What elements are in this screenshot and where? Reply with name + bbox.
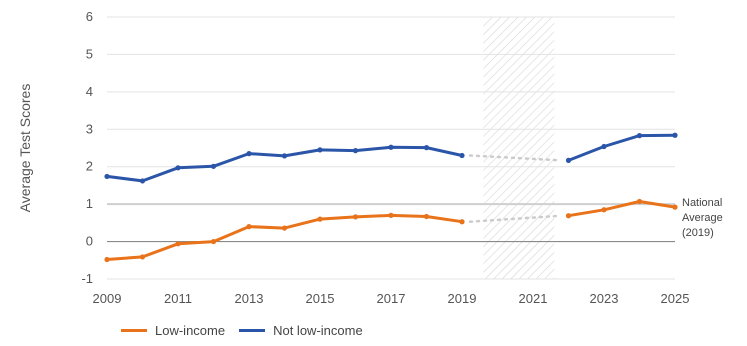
series-1-point-14 [672, 132, 678, 138]
legend: Low-income Not low-income [121, 323, 377, 338]
y-axis-label: Average Test Scores [17, 84, 33, 213]
series-0-line-before-gap [106, 213, 463, 261]
series-0-point-3 [210, 238, 217, 245]
series-1-point-13 [636, 133, 643, 139]
reference-label-line-0: National [682, 197, 722, 209]
series-1-point-10 [459, 152, 465, 159]
shaded-gap-region [483, 17, 555, 279]
legend-swatch-low-income [121, 329, 147, 332]
series-1-point-0 [104, 173, 110, 180]
y-tick-label-3: 2 [86, 159, 93, 174]
series-0-point-1 [139, 254, 146, 260]
series-0-point-9 [423, 213, 430, 220]
x-tick-label-1: 2011 [164, 291, 192, 306]
series-1-point-4 [246, 151, 252, 157]
series-1-point-5 [281, 153, 288, 159]
legend-label-not-low-income: Not low-income [273, 323, 363, 338]
legend-swatch-not-low-income [239, 329, 266, 332]
y-tick-label-1: 0 [86, 234, 93, 249]
plot-area: -1 0 1 2 3 4 5 6 2009 2011 2013 2015 2017 2019 2021 202… [81, 9, 722, 306]
series-0-gap-connector [468, 214, 562, 223]
x-tick-label-5: 2019 [448, 291, 477, 306]
series-1-point-6 [317, 147, 323, 153]
series-0-point-8 [388, 212, 394, 218]
series-0-point-12 [601, 207, 607, 213]
series-1-point-11 [565, 157, 572, 163]
series-0-point-5 [281, 225, 288, 231]
legend-item-low-income: Low-income [121, 323, 225, 338]
series-1-gap-connector [468, 154, 562, 162]
reference-label-line-1: Average [682, 212, 723, 224]
series-1-point-8 [388, 144, 394, 150]
y-tick-label-6: 5 [86, 46, 93, 61]
series-1-line-before-gap [106, 145, 463, 183]
x-tick-label-0: 2009 [93, 291, 122, 306]
series-0-point-10 [459, 219, 465, 225]
series-1-point-3 [210, 163, 217, 169]
series-1-point-9 [423, 145, 430, 151]
series-1-line-after-gap [567, 133, 676, 162]
series-0-point-0 [104, 256, 110, 263]
series-1-point-12 [601, 143, 607, 150]
series-0-point-13 [636, 198, 643, 205]
series-0-point-6 [317, 216, 323, 222]
x-tick-label-8: 2025 [661, 291, 690, 306]
y-tick-label-7: 6 [86, 9, 93, 24]
x-tick-label-7: 2023 [590, 291, 619, 306]
legend-item-not-low-income: Not low-income [239, 323, 363, 338]
y-tick-label-0: -1 [81, 271, 93, 286]
series-1-point-2 [175, 165, 181, 171]
series-0-point-7 [352, 214, 359, 220]
x-tick-label-3: 2015 [306, 291, 335, 306]
legend-label-low-income: Low-income [155, 323, 226, 338]
series-0-point-11 [565, 213, 572, 219]
x-tick-label-2: 2013 [235, 291, 264, 306]
series-1-point-7 [352, 148, 359, 154]
x-tick-label-4: 2017 [377, 291, 406, 306]
y-tick-label-4: 3 [86, 121, 93, 136]
series-0-point-14 [672, 204, 678, 210]
series-0-point-4 [246, 224, 252, 230]
series-1-point-1 [139, 178, 146, 184]
y-tick-label-2: 1 [86, 196, 93, 211]
series-0-line-after-gap [568, 200, 676, 218]
reference-label-line-2: (2019) [682, 227, 714, 239]
series-0-point-2 [175, 241, 181, 247]
y-tick-label-5: 4 [86, 84, 93, 99]
x-tick-label-6: 2021 [519, 291, 548, 306]
